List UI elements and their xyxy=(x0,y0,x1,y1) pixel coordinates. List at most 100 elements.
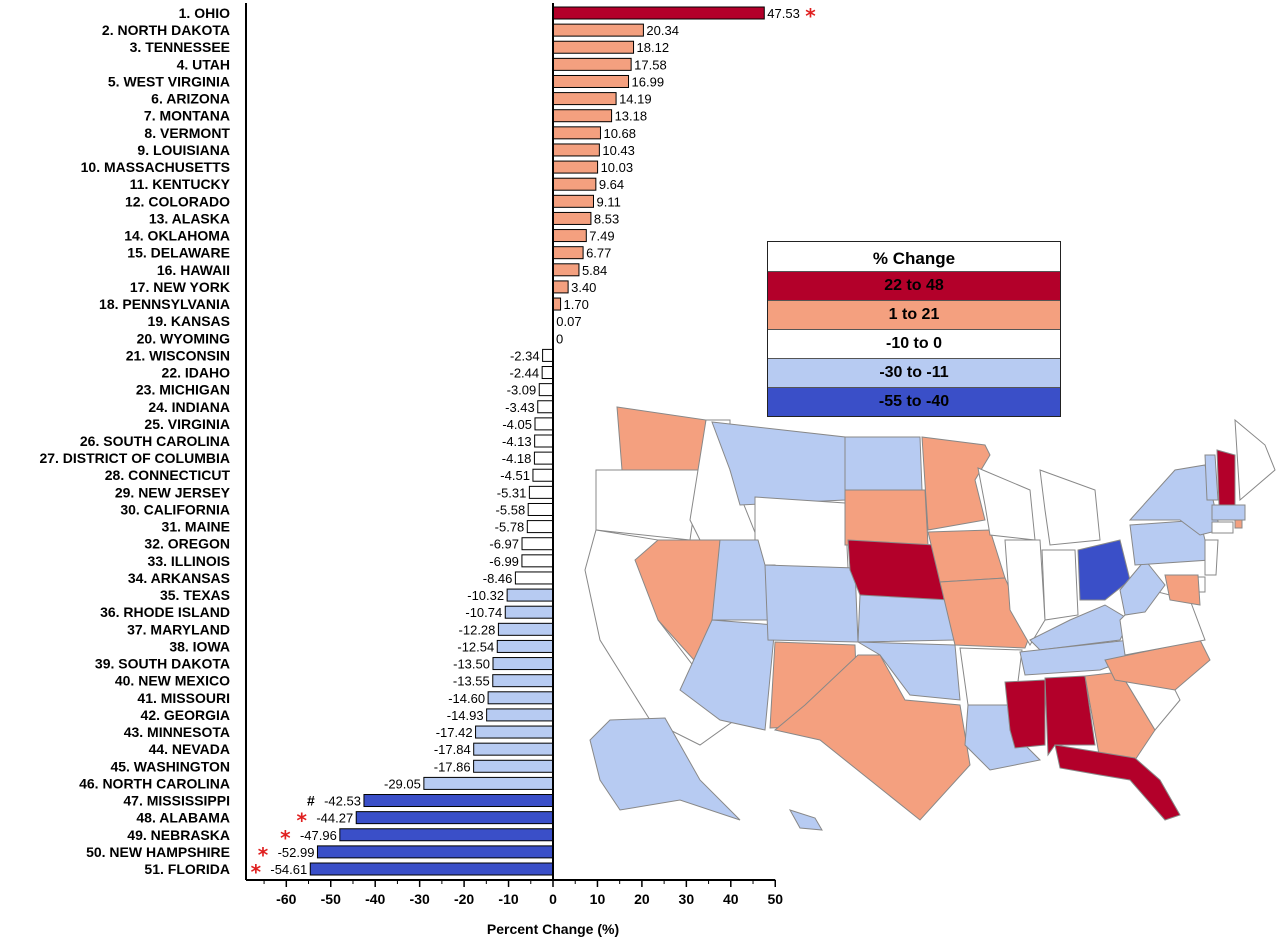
state-label: 22. IDAHO xyxy=(162,365,231,381)
bar xyxy=(316,845,554,859)
state-label: 51. FLORIDA xyxy=(144,861,230,877)
map-state-in xyxy=(1041,549,1079,621)
bar xyxy=(552,160,599,174)
value-label: 17.58 xyxy=(634,57,667,72)
map-state-ma xyxy=(1211,504,1246,521)
legend-bin-5: -55 to -40 xyxy=(768,387,1060,416)
state-label: 48. ALABAMA xyxy=(136,810,230,826)
bar xyxy=(552,57,632,71)
value-label: 0 xyxy=(556,331,563,346)
bar xyxy=(552,143,600,157)
value-label: 14.19 xyxy=(619,92,652,107)
significance-star: * xyxy=(280,826,291,850)
state-label: 8. VERMONT xyxy=(144,125,230,141)
state-label: 15. DELAWARE xyxy=(127,245,230,261)
bar xyxy=(506,588,554,602)
bar xyxy=(486,708,554,722)
map-state-nj xyxy=(1204,539,1219,576)
legend-title: % Change xyxy=(872,249,956,268)
bar xyxy=(355,811,554,825)
value-label: 10.68 xyxy=(603,126,636,141)
state-label: 13. ALASKA xyxy=(149,210,230,226)
bar xyxy=(514,571,554,585)
bar xyxy=(552,280,569,294)
x-tick-label: 30 xyxy=(679,891,695,907)
state-label: 4. UTAH xyxy=(177,56,230,72)
state-label: 29. NEW JERSEY xyxy=(115,484,231,500)
bar xyxy=(497,622,554,636)
value-label: -4.51 xyxy=(500,468,530,483)
state-label: 36. RHODE ISLAND xyxy=(100,604,230,620)
state-label: 39. SOUTH DAKOTA xyxy=(95,656,230,672)
value-label: -13.55 xyxy=(453,674,490,689)
value-label: -10.74 xyxy=(465,605,502,620)
map-state-me xyxy=(1234,418,1276,502)
state-label: 7. MONTANA xyxy=(144,108,230,124)
bar-labels: 1. OHIO 47.53 * 2. NORTH DAKOTA 20.34 3. TENN… xyxy=(39,4,816,884)
value-label: 9.11 xyxy=(596,194,620,209)
legend-bin-2: 1 to 21 xyxy=(768,300,1060,329)
value-label: 9.64 xyxy=(599,177,624,192)
bar xyxy=(534,434,554,448)
state-label: 3. TENNESSEE xyxy=(130,39,230,55)
value-label: -6.97 xyxy=(489,537,519,552)
value-label: 16.99 xyxy=(632,74,665,89)
value-label: -13.50 xyxy=(453,657,490,672)
value-label: -17.42 xyxy=(436,725,473,740)
bar xyxy=(552,177,597,191)
state-label: 27. DISTRICT OF COLUMBIA xyxy=(39,450,230,466)
bar xyxy=(496,639,554,653)
map-state-wy xyxy=(754,496,849,569)
bar xyxy=(363,794,554,808)
significance-star: * xyxy=(805,4,816,28)
state-label: 5. WEST VIRGINIA xyxy=(108,73,230,89)
significance-star: * xyxy=(258,843,269,867)
value-label: -2.44 xyxy=(510,366,540,381)
value-label: -17.86 xyxy=(434,759,471,774)
state-label: 43. MINNESOTA xyxy=(124,724,230,740)
value-label: 6.77 xyxy=(586,246,611,261)
bar xyxy=(541,366,554,380)
state-label: 40. NEW MEXICO xyxy=(115,673,230,689)
state-label: 47. MISSISSIPPI xyxy=(123,793,230,809)
value-label: -8.46 xyxy=(483,571,513,586)
value-label: -12.28 xyxy=(459,622,496,637)
state-label: 24. INDIANA xyxy=(148,399,230,415)
x-tick-label: -30 xyxy=(410,891,430,907)
value-label: 47.53 xyxy=(767,6,800,21)
state-label: 2. NORTH DAKOTA xyxy=(102,22,230,38)
value-label: -4.18 xyxy=(502,451,532,466)
map-state-ms xyxy=(1004,679,1046,749)
map-state-or xyxy=(595,469,701,541)
map-state-md xyxy=(1164,574,1201,606)
state-label: 31. MAINE xyxy=(162,519,230,535)
map-state-ks xyxy=(857,594,956,643)
bar xyxy=(552,229,587,243)
state-label: 18. PENNSYLVANIA xyxy=(99,296,230,312)
bar xyxy=(487,691,554,705)
value-label: -5.78 xyxy=(495,520,525,535)
state-label: 35. TEXAS xyxy=(160,587,230,603)
bar xyxy=(473,759,554,773)
map-state-co xyxy=(764,564,859,643)
x-tick-label: -60 xyxy=(276,891,296,907)
state-label: 19. KANSAS xyxy=(148,313,230,329)
value-label: -4.13 xyxy=(502,434,532,449)
value-label: 0.07 xyxy=(556,314,581,329)
value-label: -14.60 xyxy=(448,691,485,706)
state-label: 37. MARYLAND xyxy=(127,621,230,637)
map-state-oh xyxy=(1077,539,1131,601)
bar xyxy=(492,674,554,688)
bar xyxy=(339,828,554,842)
bar xyxy=(473,742,554,756)
state-label: 33. ILLINOIS xyxy=(148,553,230,569)
value-label: 5.84 xyxy=(582,263,607,278)
bar xyxy=(521,537,554,551)
value-label: -6.99 xyxy=(489,554,519,569)
value-label: -17.84 xyxy=(434,742,471,757)
state-label: 44. NEVADA xyxy=(149,741,230,757)
bar xyxy=(552,126,601,140)
state-label: 16. HAWAII xyxy=(157,262,230,278)
value-label: -3.09 xyxy=(507,383,537,398)
map-state-ia xyxy=(927,529,1006,583)
